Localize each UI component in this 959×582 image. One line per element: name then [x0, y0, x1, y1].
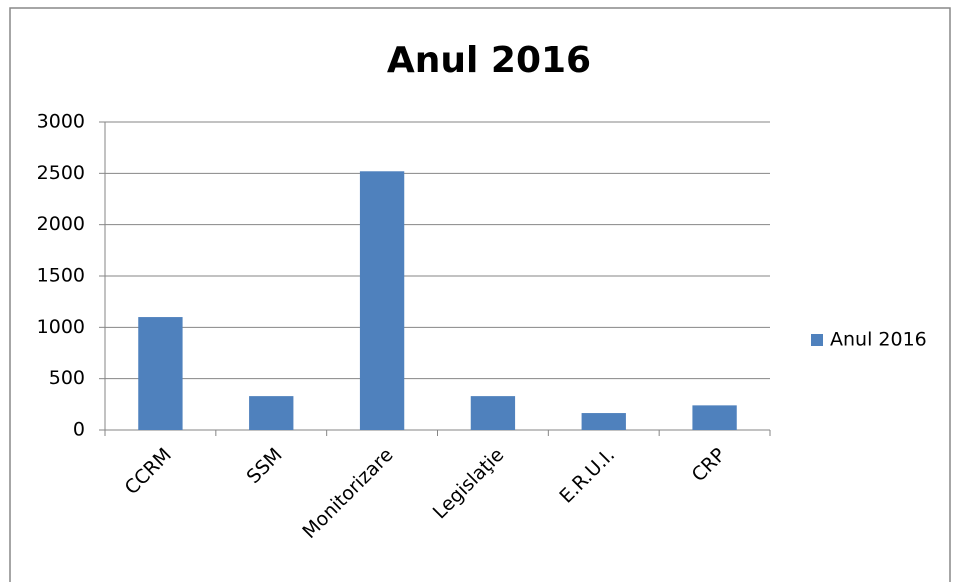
legend-swatch: [811, 334, 823, 346]
y-tick-label: 500: [49, 367, 85, 389]
bar: [470, 396, 516, 430]
y-tick-label: 1500: [37, 265, 85, 287]
y-tick-label: 0: [73, 419, 85, 441]
chart-title: Anul 2016: [387, 40, 591, 81]
bar: [359, 171, 405, 430]
legend-label: Anul 2016: [830, 329, 927, 351]
y-tick-label: 2000: [37, 213, 85, 235]
y-tick-label: 3000: [37, 111, 85, 133]
y-tick-label: 1000: [37, 316, 85, 338]
y-tick-label: 2500: [37, 162, 85, 184]
bar: [138, 317, 183, 430]
bar: [249, 396, 294, 430]
bar: [692, 405, 737, 430]
chart-frame: [9, 7, 951, 582]
bar: [581, 413, 626, 430]
